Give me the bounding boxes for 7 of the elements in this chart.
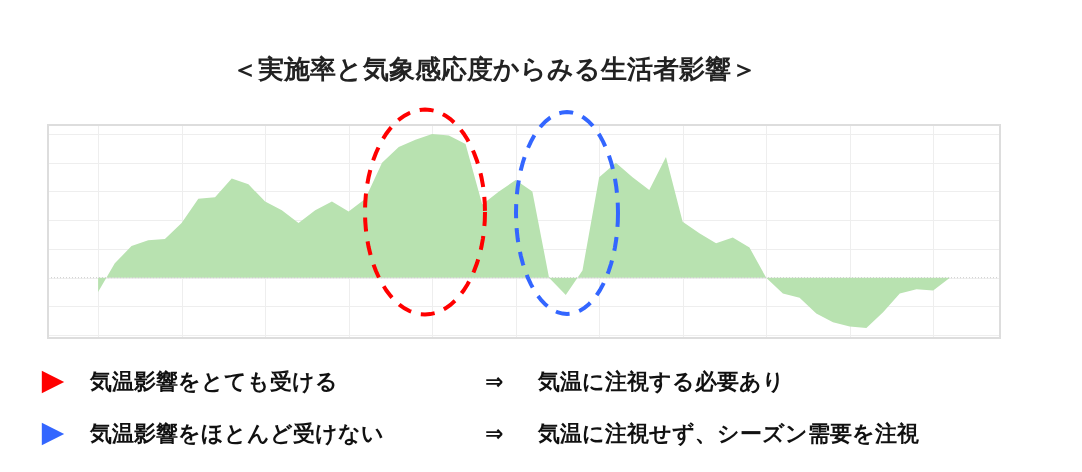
text: 気温に注視する必要あり xyxy=(537,369,785,394)
chart-title: ＜実施率と気象感応度からみる生活者影響＞ xyxy=(231,54,757,84)
text: ⇒ xyxy=(485,369,504,394)
text: ⇒ xyxy=(485,421,504,446)
text: 気温影響をとても受ける xyxy=(89,369,338,394)
text: 気温影響をほとんど受けない xyxy=(89,421,384,446)
text: 気温に注視せず、シーズン需要を注視 xyxy=(537,421,919,447)
